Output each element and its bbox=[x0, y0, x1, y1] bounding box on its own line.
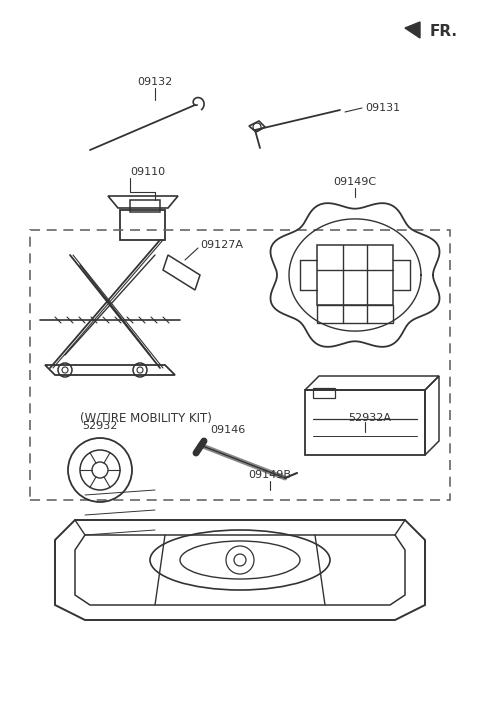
Text: 09110: 09110 bbox=[131, 167, 166, 177]
Text: 09149C: 09149C bbox=[334, 177, 377, 187]
Bar bbox=[313, 388, 335, 398]
Text: 09149B: 09149B bbox=[249, 470, 291, 480]
Text: 52932: 52932 bbox=[82, 421, 118, 431]
Text: (W/TIRE MOBILITY KIT): (W/TIRE MOBILITY KIT) bbox=[80, 412, 212, 425]
Text: 09131: 09131 bbox=[365, 103, 400, 113]
Polygon shape bbox=[405, 22, 420, 38]
Bar bbox=[317, 245, 393, 305]
Bar bbox=[30, 230, 450, 500]
Bar bbox=[305, 390, 425, 455]
Text: 52932A: 52932A bbox=[348, 413, 392, 423]
Text: 09146: 09146 bbox=[210, 425, 246, 435]
Text: 09127A: 09127A bbox=[200, 240, 243, 250]
Bar bbox=[317, 305, 393, 323]
Text: FR.: FR. bbox=[430, 24, 458, 39]
Text: 09132: 09132 bbox=[137, 77, 173, 87]
